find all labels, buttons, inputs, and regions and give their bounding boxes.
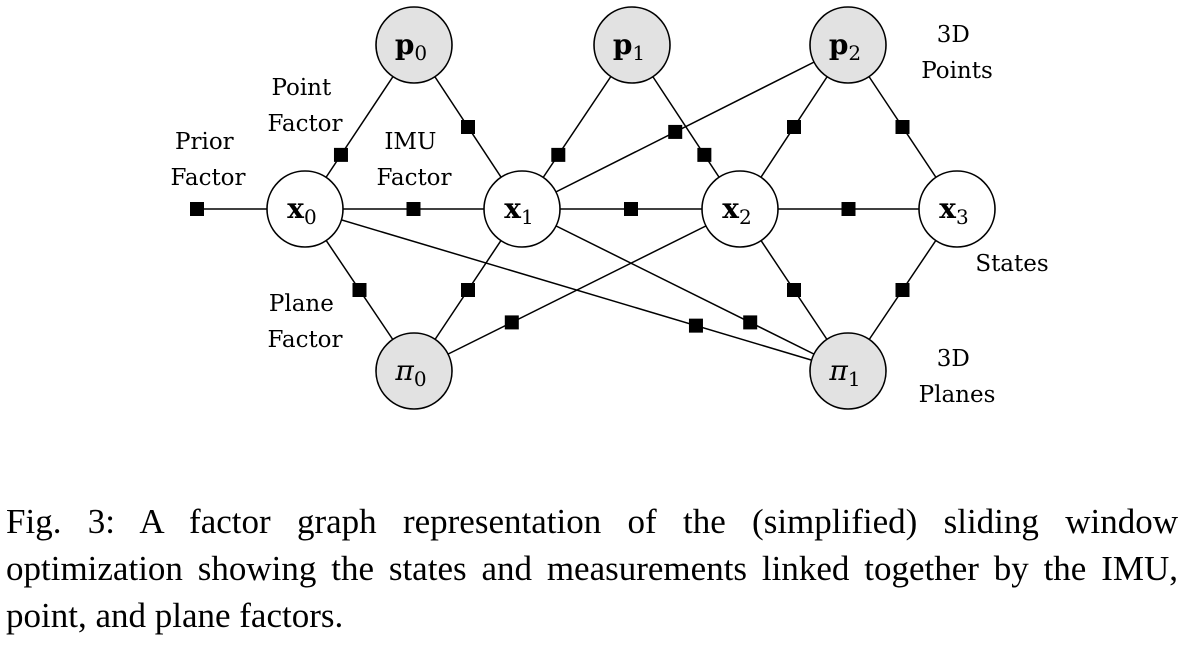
planes-3d-label: 3D Planes [919,346,996,408]
node-p1: p1 [593,6,671,84]
node-pi1-symbol: π [828,354,848,387]
factor-p1-x2 [697,147,712,162]
node-x3: x3 [918,170,996,248]
node-x3-circle [918,170,996,248]
points-3d-label-line1: 3D [937,22,970,48]
figure-number: Fig. 3: [6,502,115,541]
factor-pi0-x0 [352,283,367,297]
prior-factor-label-line2: Factor [170,165,245,191]
node-p0: p0 [375,6,453,84]
node-x1-subscript: 1 [521,205,534,229]
node-p2-subscript: 2 [848,41,861,65]
figure-caption: Fig. 3: A factor graph representation of… [6,498,1178,639]
node-x1-symbol: x [504,192,521,225]
factor-x2-x3 [841,202,856,216]
node-x1-label: x1 [504,192,533,229]
node-x0-circle [266,170,344,248]
node-pi1-label: π1 [828,354,860,391]
node-p1-subscript: 1 [632,41,645,65]
factor-p2-x2 [787,120,801,134]
node-p0-symbol: p [395,28,415,61]
node-x2-label: x2 [722,192,751,229]
factor-p2-x3 [895,120,910,134]
node-pi0-label: π0 [394,354,426,391]
factor-p0-x1 [461,120,475,134]
node-p0-subscript: 0 [414,41,427,65]
factor-p0-x0 [333,147,348,162]
node-pi1-circle [809,332,887,410]
states-label-line1: States [975,251,1048,277]
node-p1-symbol: p [613,28,633,61]
point-factor-label: Point Factor [267,75,342,137]
node-p0-label: p0 [395,28,427,65]
node-pi1: π1 [809,332,887,410]
edge-p2-x1 [521,44,849,210]
node-x2: x2 [701,170,779,248]
factor-prior-x0 [190,202,204,216]
node-x3-subscript: 3 [956,205,969,229]
imu-factor-label-line1: IMU [384,129,436,155]
node-pi0-circle [375,332,453,410]
factor-x1-x2 [624,202,638,216]
labels-layer: Prior Factor Point Factor IMU Factor Pla… [170,22,1048,408]
node-p1-circle [593,6,671,84]
node-x3-label: x3 [939,192,968,229]
plane-factor-label: Plane Factor [267,291,342,353]
node-pi0-symbol: π [394,354,414,387]
node-x2-subscript: 2 [739,205,752,229]
node-p2-circle [809,6,887,84]
points-3d-label: 3D Points [921,22,993,84]
node-p2-symbol: p [829,28,849,61]
node-x0-subscript: 0 [304,205,317,229]
states-label: States [975,251,1048,277]
factor-pi1-x3 [895,283,910,297]
node-pi0-subscript: 0 [414,367,427,391]
planes-3d-label-line1: 3D [937,346,970,372]
node-p2-label: p2 [829,28,861,65]
points-3d-label-line2: Points [921,58,993,84]
point-factor-label-line2: Factor [267,111,342,137]
prior-factor-label: Prior Factor [170,129,245,191]
factor-p2-x1 [668,124,683,139]
node-x0-label: x0 [287,192,316,229]
node-pi0: π0 [375,332,453,410]
imu-factor-label-line2: Factor [376,165,451,191]
node-pi1-subscript: 1 [848,367,861,391]
node-p0-circle [375,6,453,84]
node-x2-circle [701,170,779,248]
node-x1: x1 [483,170,561,248]
edge-pi1-x0 [304,208,849,372]
planes-3d-label-line2: Planes [919,382,996,408]
node-x0-symbol: x [287,192,304,225]
plane-factor-label-line1: Plane [269,291,334,317]
prior-factor-label-line1: Prior [175,129,234,155]
factors-layer [190,120,910,333]
caption-text: A factor graph representation of the (si… [6,502,1178,635]
factor-p1-x1 [551,147,566,162]
point-factor-label-line1: Point [271,75,332,101]
factor-pi0-x2 [504,315,519,330]
node-p2: p2 [809,6,887,84]
factor-pi1-x2 [787,283,801,297]
factor-pi0-x1 [461,283,475,297]
factor-pi1-x0 [688,318,703,333]
factor-x0-x1 [406,202,421,216]
node-x2-symbol: x [722,192,739,225]
edge-pi1-x1 [521,208,849,372]
node-x0: x0 [266,170,344,248]
imu-factor-label: IMU Factor [376,129,451,191]
factor-pi1-x1 [743,315,758,330]
node-x3-symbol: x [939,192,956,225]
node-p1-label: p1 [613,28,645,65]
node-x1-circle [483,170,561,248]
plane-factor-label-line2: Factor [267,327,342,353]
